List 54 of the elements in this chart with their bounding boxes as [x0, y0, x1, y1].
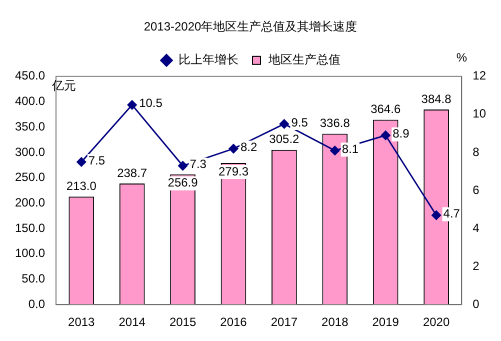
x-tick-label: 2016	[220, 315, 248, 330]
y-tick-label: 300.0	[15, 144, 46, 159]
x-tick-label: 2020	[422, 315, 450, 330]
point	[380, 130, 390, 140]
point	[76, 157, 86, 167]
data-label: 9.5	[291, 115, 308, 130]
data-label: 305.2	[269, 132, 300, 146]
y2-tick-label: 8	[472, 144, 480, 159]
x-tick-label: 2019	[372, 315, 400, 330]
data-label: 7.3	[190, 157, 207, 172]
data-label: 4.7	[443, 206, 460, 221]
y2-axis-title: %	[456, 50, 468, 65]
y2-tick-label: 2	[472, 258, 480, 273]
data-label: 213.0	[66, 178, 97, 193]
y2-tick-label: 6	[472, 182, 480, 197]
y-tick-label: 350.0	[15, 119, 46, 134]
data-label: 8.1	[342, 142, 359, 156]
x-tick-label: 2013	[68, 315, 96, 330]
data-label: 279.3	[218, 164, 249, 178]
y2-tick-label: 0	[472, 296, 480, 311]
y2-tick-label: 12	[472, 68, 486, 83]
y-tick-label: 400.0	[15, 94, 46, 108]
data-label: 8.2	[240, 140, 258, 154]
data-label: 256.9	[168, 176, 198, 190]
point	[330, 146, 340, 156]
y2-tick-label: 10	[472, 106, 486, 121]
data-label: 7.5	[88, 153, 106, 168]
y2-tick-label: 4	[472, 220, 480, 235]
legend-label: 比上年增长	[178, 52, 238, 67]
y-tick-label: 150.0	[15, 220, 46, 235]
y-tick-label: 250.0	[15, 170, 46, 184]
x-tick-label: 2014	[118, 315, 146, 330]
y-tick-label: 50.0	[22, 272, 46, 286]
point	[178, 161, 188, 171]
data-label: 384.8	[421, 92, 452, 106]
point	[432, 210, 442, 220]
y-tick-label: 100.0	[15, 246, 46, 260]
point	[279, 119, 289, 129]
data-label: 364.6	[370, 102, 401, 116]
y-axis-title: 亿元	[51, 78, 76, 93]
x-tick-label: 2015	[169, 315, 196, 330]
y-tick-label: 0.0	[28, 296, 46, 311]
point	[127, 100, 137, 110]
x-tick-label: 2017	[270, 315, 298, 330]
legend-label: 地区生产总值	[268, 52, 340, 67]
y-tick-label: 450.0	[15, 68, 46, 83]
x-tick-label: 2018	[322, 315, 349, 330]
data-label: 10.5	[139, 96, 163, 110]
data-label: 336.8	[320, 116, 350, 130]
point	[228, 144, 238, 154]
data-label: 238.7	[117, 166, 148, 180]
y-tick-label: 200.0	[15, 195, 46, 210]
chart-title: 2013-2020年地区生产总值及其增长速度	[144, 20, 358, 34]
data-label: 8.9	[392, 126, 410, 141]
